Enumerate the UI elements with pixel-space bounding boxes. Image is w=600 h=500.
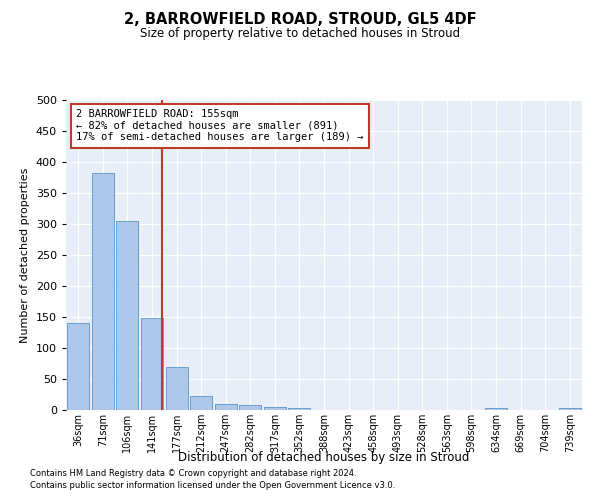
Bar xyxy=(92,172,114,410)
Bar xyxy=(559,408,581,410)
Text: Contains public sector information licensed under the Open Government Licence v3: Contains public sector information licen… xyxy=(30,481,395,490)
Bar xyxy=(289,408,310,410)
Bar xyxy=(264,407,286,410)
Bar xyxy=(239,405,262,410)
Y-axis label: Number of detached properties: Number of detached properties xyxy=(20,168,30,342)
Bar xyxy=(190,396,212,410)
Bar xyxy=(141,318,163,410)
Text: Contains HM Land Registry data © Crown copyright and database right 2024.: Contains HM Land Registry data © Crown c… xyxy=(30,468,356,477)
Bar xyxy=(166,366,188,410)
Text: Size of property relative to detached houses in Stroud: Size of property relative to detached ho… xyxy=(140,28,460,40)
Bar xyxy=(485,408,507,410)
Bar xyxy=(215,404,237,410)
Bar xyxy=(67,323,89,410)
Text: 2, BARROWFIELD ROAD, STROUD, GL5 4DF: 2, BARROWFIELD ROAD, STROUD, GL5 4DF xyxy=(124,12,476,28)
Text: Distribution of detached houses by size in Stroud: Distribution of detached houses by size … xyxy=(178,451,470,464)
Bar xyxy=(116,221,139,410)
Text: 2 BARROWFIELD ROAD: 155sqm
← 82% of detached houses are smaller (891)
17% of sem: 2 BARROWFIELD ROAD: 155sqm ← 82% of deta… xyxy=(76,110,364,142)
